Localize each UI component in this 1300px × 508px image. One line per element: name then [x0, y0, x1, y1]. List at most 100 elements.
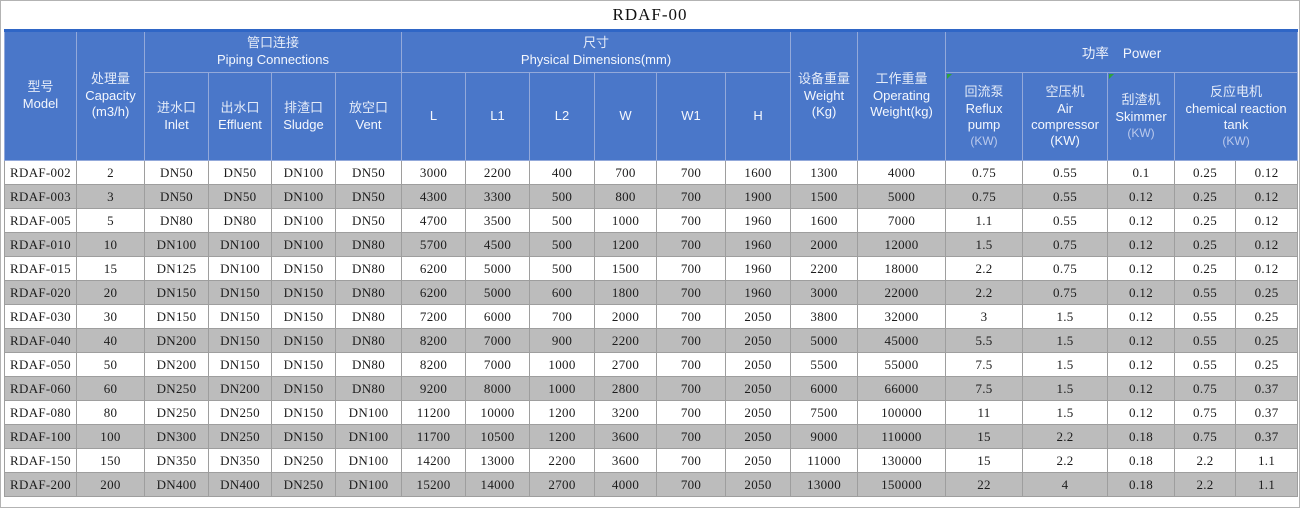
cell: DN50 — [334, 208, 403, 233]
cell: 11200 — [401, 400, 467, 425]
cell: 0.25 — [1174, 208, 1237, 233]
cell: 5.5 — [945, 328, 1024, 353]
cell: DN200 — [144, 328, 209, 353]
cell: DN300 — [144, 424, 209, 449]
cell: 700 — [656, 304, 727, 329]
cell: 0.37 — [1235, 400, 1299, 425]
cell: 60 — [76, 376, 145, 401]
cell: DN50 — [144, 160, 209, 185]
cell: 1900 — [725, 184, 792, 209]
model-label-zh: 型号 — [27, 79, 54, 95]
cell: 0.75 — [945, 184, 1024, 209]
group-header-piping: 管口连接 Piping Connections — [143, 29, 403, 73]
cell: 0.37 — [1235, 376, 1299, 401]
cell: 2050 — [725, 376, 792, 401]
cell: 10000 — [465, 400, 531, 425]
cell: 0.75 — [1022, 256, 1109, 281]
cell: 2200 — [529, 448, 596, 473]
cell: 3200 — [594, 400, 658, 425]
table-row: RDAF-100 100 DN300 DN250 DN150 DN100 11700 1050… — [4, 424, 1299, 449]
cell: 11000 — [790, 448, 859, 473]
cell: RDAF-002 — [4, 160, 77, 185]
cell: 2700 — [594, 352, 658, 377]
cell: 2050 — [725, 472, 792, 497]
cell: 0.12 — [1235, 232, 1299, 257]
model-label-en: Model — [22, 96, 59, 112]
cell: 4 — [1022, 472, 1109, 497]
cell: 0.25 — [1174, 256, 1237, 281]
cell: 22000 — [857, 280, 947, 305]
cell: RDAF-030 — [4, 304, 77, 329]
col-header-reflux-pump: 回流泵 Reflux pump (KW) — [945, 72, 1024, 161]
cell: DN80 — [334, 256, 403, 281]
table-row: RDAF-200 200 DN400 DN400 DN250 DN100 15200 1400… — [4, 472, 1299, 497]
cell: DN150 — [144, 304, 209, 329]
cell: DN50 — [208, 160, 272, 185]
cell: 200 — [76, 472, 145, 497]
group-header-dimensions: 尺寸 Physical Dimensions(mm) — [401, 29, 792, 73]
cell: 2.2 — [1022, 424, 1109, 449]
cell: 500 — [529, 208, 596, 233]
cell: 0.12 — [1107, 232, 1176, 257]
col-header-W: W — [594, 72, 658, 161]
cell: 700 — [656, 208, 727, 233]
cell: DN50 — [144, 184, 209, 209]
cell: 5000 — [465, 256, 531, 281]
cell: 0.75 — [1022, 280, 1109, 305]
cell: 13000 — [465, 448, 531, 473]
cell: 15 — [945, 424, 1024, 449]
cell: 1.5 — [945, 232, 1024, 257]
cell: 1960 — [725, 208, 792, 233]
cell: 700 — [656, 376, 727, 401]
cell: 0.25 — [1235, 304, 1299, 329]
cell: 3000 — [401, 160, 467, 185]
cell: 1200 — [529, 400, 596, 425]
cell: 8000 — [465, 376, 531, 401]
piping-group-en: Piping Connections — [217, 52, 330, 68]
cell: 4300 — [401, 184, 467, 209]
table-row: RDAF-015 15 DN125 DN100 DN150 DN80 6200 5000 500… — [4, 256, 1299, 281]
table-row: RDAF-060 60 DN250 DN200 DN150 DN80 9200 8000 100… — [4, 376, 1299, 401]
cell: DN150 — [271, 280, 336, 305]
cell: 1000 — [529, 376, 596, 401]
cell: RDAF-003 — [4, 184, 77, 209]
cell: 700 — [656, 400, 727, 425]
cell-corner-marker-icon — [947, 74, 953, 79]
cell: DN150 — [271, 328, 336, 353]
table-row: RDAF-020 20 DN150 DN150 DN150 DN80 6200 5000 600… — [4, 280, 1299, 305]
cell: RDAF-020 — [4, 280, 77, 305]
cell: 1.5 — [1022, 328, 1109, 353]
cell: 0.12 — [1107, 280, 1176, 305]
cell: 0.55 — [1174, 304, 1237, 329]
cell-corner-marker-icon — [1109, 74, 1115, 79]
cell: 7500 — [790, 400, 859, 425]
cell: 100 — [76, 424, 145, 449]
cell: 10500 — [465, 424, 531, 449]
cell: 2.2 — [945, 280, 1024, 305]
cell: 130000 — [857, 448, 947, 473]
cell: 3800 — [790, 304, 859, 329]
cell: 2050 — [725, 400, 792, 425]
cell: DN80 — [144, 208, 209, 233]
cell: 2050 — [725, 304, 792, 329]
cell: 1800 — [594, 280, 658, 305]
cell: 10 — [76, 232, 145, 257]
cell: 110000 — [857, 424, 947, 449]
col-header-L: L — [401, 72, 467, 161]
cell: 2050 — [725, 352, 792, 377]
cell: 6000 — [790, 376, 859, 401]
cell: DN50 — [208, 184, 272, 209]
cell: DN150 — [208, 280, 272, 305]
cell: 15 — [945, 448, 1024, 473]
cell: 0.12 — [1107, 184, 1176, 209]
cell: DN150 — [271, 376, 336, 401]
cell: DN100 — [144, 232, 209, 257]
cell: DN150 — [271, 256, 336, 281]
table-row: RDAF-003 3 DN50 DN50 DN100 DN50 4300 3300 500 800… — [4, 184, 1299, 209]
cell: 0.12 — [1235, 184, 1299, 209]
cell: 3000 — [790, 280, 859, 305]
cell: DN80 — [208, 208, 272, 233]
cell: 2 — [76, 160, 145, 185]
cell: DN150 — [271, 304, 336, 329]
cell: 700 — [656, 352, 727, 377]
